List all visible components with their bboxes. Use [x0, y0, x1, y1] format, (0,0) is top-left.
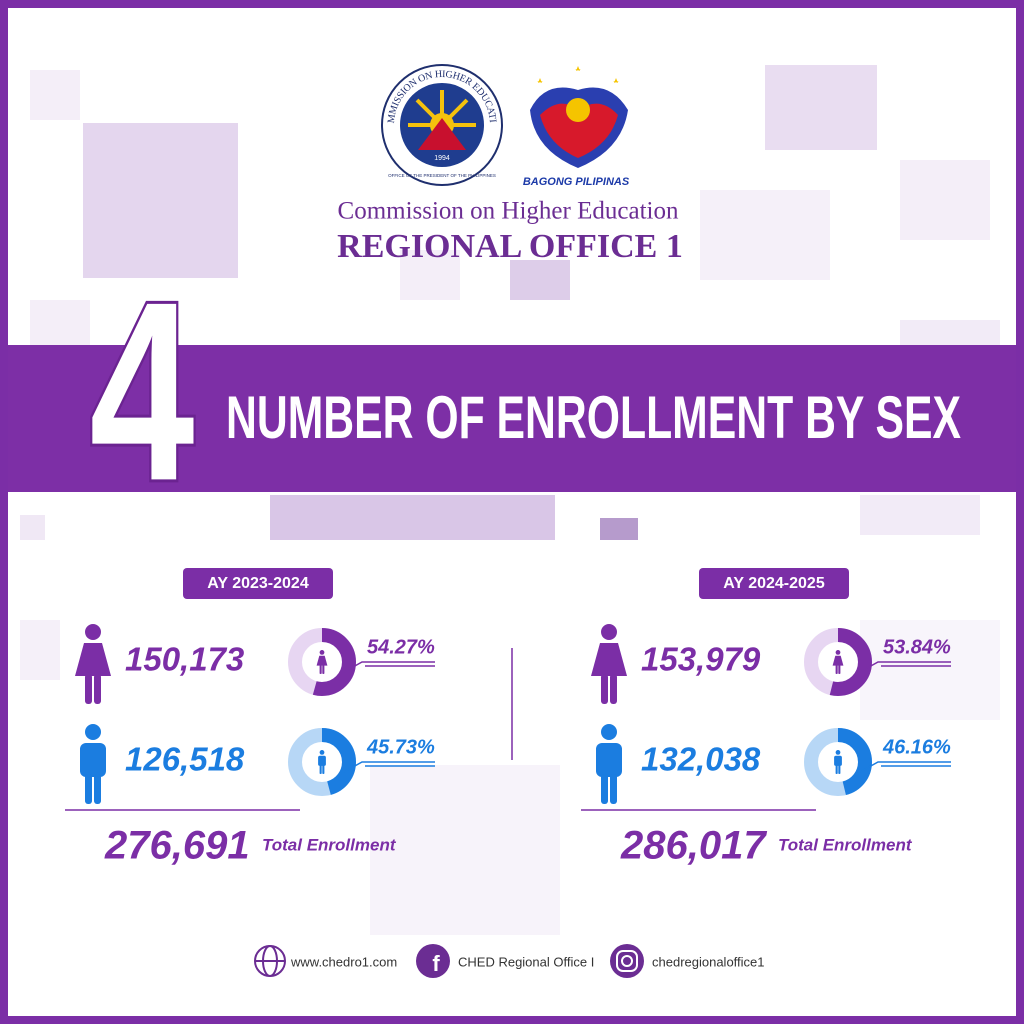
panel: AY 2023-2024 150,173 54.27% 126,518 45.73% 27…	[65, 568, 435, 868]
female-percent: 54.27%	[367, 636, 435, 658]
organization: Commission on Higher Education	[338, 198, 679, 225]
instagram-icon	[610, 944, 644, 978]
total-count: 286,017	[620, 824, 767, 868]
partner-logo-text: BAGONG PILIPINAS	[523, 176, 630, 188]
person-leg	[94, 774, 101, 804]
female-percent: 53.84%	[883, 636, 951, 658]
percent-leader	[859, 661, 951, 673]
person-leg	[601, 774, 608, 804]
person-leg	[322, 665, 325, 674]
bagong-pilipinas-logo: BAGONG PILIPINAS	[523, 66, 630, 188]
person-leg	[319, 765, 322, 774]
person-body	[318, 755, 326, 766]
percent-leader	[343, 761, 435, 773]
person-body	[591, 643, 627, 676]
year-label: AY 2023-2024	[207, 575, 309, 592]
total-label: Total Enrollment	[778, 835, 913, 854]
year-pill	[183, 568, 333, 599]
donut-arc	[804, 728, 872, 796]
person-leg	[94, 674, 101, 704]
male-count: 132,038	[641, 741, 761, 778]
donut-arc	[288, 628, 356, 696]
person-leg	[85, 774, 92, 804]
donut-arc	[288, 728, 356, 796]
person-leg	[838, 665, 841, 674]
person-body	[596, 743, 622, 777]
panel: AY 2024-2025 153,979 53.84% 132,038 46.16% 28…	[581, 568, 951, 868]
seal-footer: OFFICE OF THE PRESIDENT OF THE PHILIPPIN…	[388, 173, 496, 178]
person-head	[601, 624, 617, 640]
person-leg	[835, 765, 838, 774]
person-leg	[838, 765, 841, 774]
female-count: 153,979	[641, 641, 761, 678]
year-label: AY 2024-2025	[723, 575, 825, 592]
person-body	[834, 755, 842, 766]
person-leg	[319, 665, 322, 674]
facebook-icon	[416, 944, 450, 978]
panels: AY 2023-2024 150,173 54.27% 126,518 45.73% 27…	[65, 568, 951, 868]
footer: www.chedro1.com f CHED Regional Office I…	[254, 944, 765, 978]
percent-leader	[343, 661, 435, 673]
female-count: 150,173	[125, 641, 244, 678]
male-percent: 46.16%	[882, 736, 951, 758]
person-head	[85, 624, 101, 640]
person-leg	[85, 674, 92, 704]
person-leg	[322, 765, 325, 774]
person-head	[319, 650, 325, 655]
total-count: 276,691	[104, 824, 250, 868]
office: REGIONAL OFFICE 1	[337, 228, 683, 265]
total-label: Total Enrollment	[262, 835, 397, 854]
footer-website: www.chedro1.com	[290, 954, 397, 969]
section-title: NUMBER OF ENROLLMENT BY SEX	[226, 384, 961, 451]
person-head	[85, 724, 101, 740]
person-leg	[610, 674, 617, 704]
percent-leader	[859, 761, 951, 773]
donut-arc	[804, 628, 872, 696]
section-number: 4	[90, 249, 195, 534]
web-icon	[254, 945, 286, 977]
person-body	[316, 655, 328, 666]
male-count: 126,518	[125, 741, 245, 778]
person-head	[835, 750, 841, 755]
seal-year: 1994	[434, 155, 450, 162]
person-leg	[835, 665, 838, 674]
footer-facebook: CHED Regional Office I	[458, 954, 594, 969]
footer-instagram: chedregionaloffice1	[652, 954, 765, 969]
person-leg	[610, 774, 617, 804]
facebook-glyph: f	[432, 951, 440, 976]
person-body	[75, 643, 111, 676]
person-head	[835, 650, 841, 655]
person-leg	[601, 674, 608, 704]
person-body	[832, 655, 844, 666]
person-head	[319, 750, 325, 755]
person-body	[80, 743, 106, 777]
decor-squares	[20, 65, 1000, 935]
male-percent: 45.73%	[366, 736, 435, 758]
year-pill	[699, 568, 849, 599]
title-band	[8, 345, 1016, 492]
person-head	[601, 724, 617, 740]
